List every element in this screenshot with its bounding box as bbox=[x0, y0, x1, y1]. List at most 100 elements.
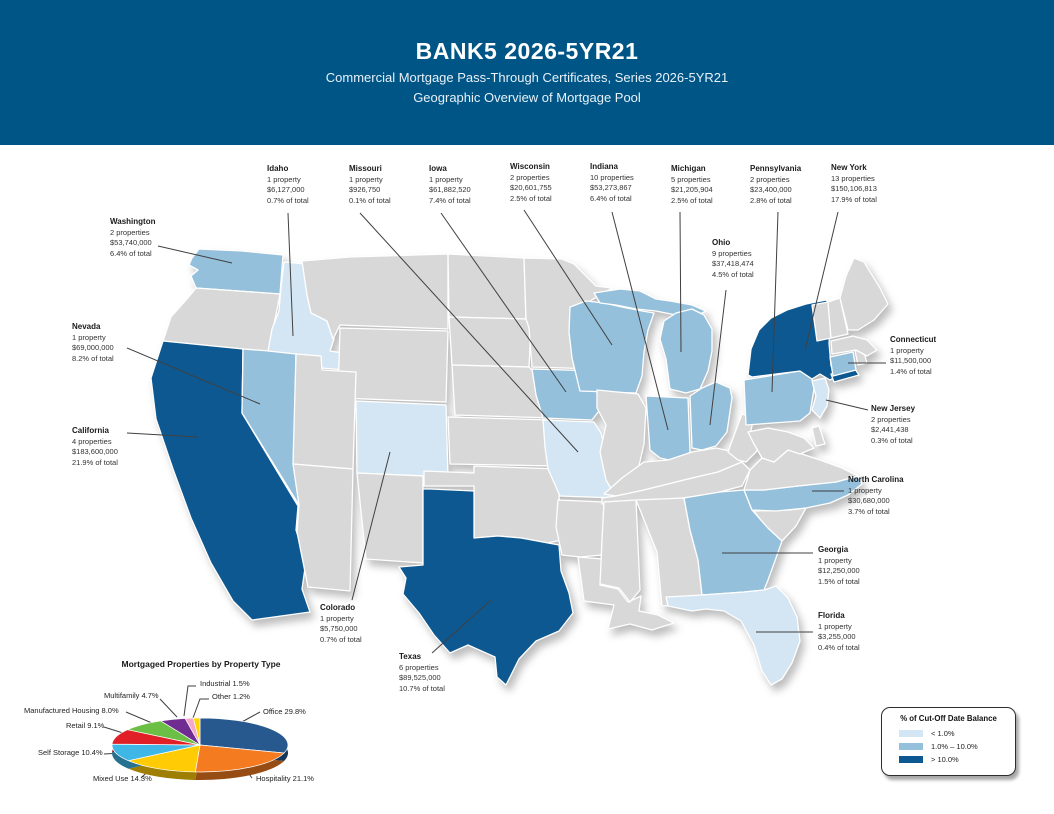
callout-properties: 1 property bbox=[320, 614, 354, 623]
state-nd bbox=[447, 253, 527, 320]
callout-share: 0.7% of total bbox=[267, 195, 309, 205]
callout-properties: 1 property bbox=[890, 346, 924, 355]
callout-missouri: Missouri 1 property $926,750 0.1% of tot… bbox=[349, 164, 437, 206]
legend-label: < 1.0% bbox=[931, 729, 955, 738]
callout-balance: $53,273,867 bbox=[590, 183, 632, 193]
callout-state-name: Washington bbox=[110, 217, 156, 226]
callout-share: 4.5% of total bbox=[712, 269, 754, 279]
callout-properties: 1 property bbox=[818, 622, 852, 631]
callout-balance: $20,601,755 bbox=[510, 183, 552, 193]
legend-swatch-gt10 bbox=[899, 756, 923, 763]
callout-share: 3.7% of total bbox=[848, 506, 890, 516]
callout-balance: $37,418,474 bbox=[712, 259, 754, 269]
callout-state-name: Missouri bbox=[349, 164, 382, 173]
state-wi bbox=[568, 300, 655, 394]
callout-state-name: Texas bbox=[399, 652, 422, 661]
callout-pennsylvania: Pennsylvania 2 properties $23,400,000 2.… bbox=[750, 164, 838, 206]
pie-label-office: Office 29.8% bbox=[263, 707, 306, 716]
callout-state-name: Connecticut bbox=[890, 335, 937, 344]
state-co bbox=[355, 400, 449, 478]
callout-ohio: Ohio 9 properties $37,418,474 4.5% of to… bbox=[712, 238, 800, 280]
callout-balance: $926,750 bbox=[349, 185, 381, 195]
pie-label-mixed-use: Mixed Use 14.3% bbox=[93, 774, 152, 783]
callout-michigan: Michigan 5 properties $21,205,904 2.5% o… bbox=[671, 164, 759, 206]
page-subtitle-2: Geographic Overview of Mortgage Pool bbox=[413, 90, 641, 105]
callout-washington: Washington 2 properties $53,740,000 6.4%… bbox=[110, 217, 198, 259]
callout-indiana: Indiana 10 properties $53,273,867 6.4% o… bbox=[590, 162, 678, 204]
callout-share: 0.4% of total bbox=[818, 642, 860, 652]
callout-balance: $183,600,000 bbox=[72, 447, 118, 457]
property-type-pie-chart: Mortgaged Properties by Property Type bbox=[0, 650, 340, 810]
page-subtitle-1: Commercial Mortgage Pass-Through Certifi… bbox=[325, 70, 729, 85]
callout-properties: 2 properties bbox=[750, 175, 790, 184]
callout-properties: 2 properties bbox=[110, 228, 150, 237]
state-me bbox=[839, 257, 889, 331]
callout-properties: 1 property bbox=[848, 486, 882, 495]
pie-label-other: Other 1.2% bbox=[212, 692, 250, 701]
callout-share: 2.5% of total bbox=[510, 193, 552, 203]
legend-item-gt10: > 10.0% bbox=[891, 753, 1006, 766]
callout-state-name: Iowa bbox=[429, 164, 447, 173]
callout-balance: $3,255,000 bbox=[818, 632, 856, 642]
state-ar bbox=[555, 499, 605, 558]
callout-share: 1.5% of total bbox=[818, 576, 860, 586]
pie-label-self-storage: Self Storage 10.4% bbox=[38, 748, 103, 757]
page-title: BANK5 2026-5YR21 bbox=[415, 38, 639, 64]
state-ct bbox=[829, 351, 857, 377]
pie-label-hospitality: Hospitality 21.1% bbox=[256, 774, 314, 783]
callout-share: 10.7% of total bbox=[399, 683, 445, 693]
callout-properties: 1 property bbox=[267, 175, 301, 184]
callout-share: 6.4% of total bbox=[590, 193, 632, 203]
state-de bbox=[811, 425, 826, 447]
callout-properties: 2 properties bbox=[510, 173, 550, 182]
callout-iowa: Iowa 1 property $61,882,520 7.4% of tota… bbox=[429, 164, 517, 206]
state-oh bbox=[689, 381, 733, 451]
callout-wisconsin: Wisconsin 2 properties $20,601,755 2.5% … bbox=[510, 162, 598, 204]
state-ca bbox=[150, 340, 311, 621]
callout-georgia: Georgia 1 property $12,250,000 1.5% of t… bbox=[818, 545, 906, 587]
callout-state-name: Florida bbox=[818, 611, 845, 620]
callout-new-york: New York 13 properties $150,106,813 17.9… bbox=[831, 163, 919, 205]
callout-share: 1.4% of total bbox=[890, 366, 932, 376]
callout-balance: $30,680,000 bbox=[848, 496, 890, 506]
callout-state-name: Pennsylvania bbox=[750, 164, 802, 173]
callout-california: California 4 properties $183,600,000 21.… bbox=[72, 426, 160, 468]
header-banner: BANK5 2026-5YR21 Commercial Mortgage Pas… bbox=[0, 0, 1054, 145]
callout-share: 0.7% of total bbox=[320, 634, 362, 644]
callout-state-name: North Carolina bbox=[848, 475, 904, 484]
pie-label-manufactured-housing: Manufactured Housing 8.0% bbox=[24, 706, 119, 715]
callout-state-name: Colorado bbox=[320, 603, 356, 612]
callout-north-carolina: North Carolina 1 property $30,680,000 3.… bbox=[848, 475, 936, 517]
callout-balance: $69,000,000 bbox=[72, 343, 114, 353]
callout-new-jersey: New Jersey 2 properties $2,441,438 0.3% … bbox=[871, 404, 959, 446]
legend-label: 1.0% – 10.0% bbox=[931, 742, 978, 751]
pie-label-retail: Retail 9.1% bbox=[66, 721, 105, 730]
callout-balance: $61,882,520 bbox=[429, 185, 471, 195]
callout-balance: $89,525,000 bbox=[399, 673, 441, 683]
legend-item-lt1: < 1.0% bbox=[891, 727, 1006, 740]
callout-colorado: Colorado 1 property $5,750,000 0.7% of t… bbox=[320, 603, 408, 645]
legend-swatch-lt1 bbox=[899, 730, 923, 737]
callout-connecticut: Connecticut 1 property $11,500,000 1.4% … bbox=[890, 335, 978, 377]
state-sd bbox=[448, 316, 532, 368]
callout-balance: $150,106,813 bbox=[831, 184, 877, 194]
legend-item-1to10: 1.0% – 10.0% bbox=[891, 740, 1006, 753]
callout-balance: $21,205,904 bbox=[671, 185, 713, 195]
pie-chart-title: Mortgaged Properties by Property Type bbox=[121, 659, 281, 669]
pie-slice bbox=[199, 717, 289, 754]
state-mi-lp bbox=[659, 308, 713, 394]
cutoff-balance-legend: % of Cut-Off Date Balance < 1.0% 1.0% – … bbox=[881, 707, 1016, 776]
callout-texas: Texas 6 properties $89,525,000 10.7% of … bbox=[399, 652, 487, 694]
callout-state-name: California bbox=[72, 426, 109, 435]
callout-idaho: Idaho 1 property $6,127,000 0.7% of tota… bbox=[267, 164, 355, 206]
callout-properties: 10 properties bbox=[590, 173, 634, 182]
callout-balance: $11,500,000 bbox=[890, 356, 932, 366]
callout-share: 0.3% of total bbox=[871, 435, 913, 445]
legend-title: % of Cut-Off Date Balance bbox=[900, 714, 997, 723]
callout-properties: 9 properties bbox=[712, 249, 752, 258]
callout-properties: 4 properties bbox=[72, 437, 112, 446]
callout-share: 0.1% of total bbox=[349, 195, 391, 205]
pie-label-industrial: Industrial 1.5% bbox=[200, 679, 250, 688]
state-ks bbox=[447, 416, 556, 467]
callout-state-name: Ohio bbox=[712, 238, 731, 247]
